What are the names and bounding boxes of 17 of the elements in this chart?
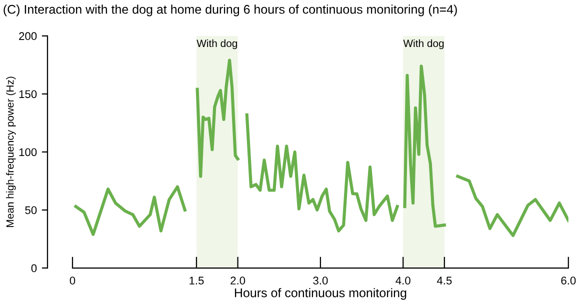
- chart-title: (C) Interaction with the dog at home during 6 hours of continuous monitoring (n=4): [4, 4, 457, 16]
- x-tick-label: 6.0: [561, 276, 576, 285]
- y-axis-title: Mean high-frequency power (Hz): [6, 76, 16, 227]
- y-tick-label: 50: [25, 206, 37, 214]
- y-tick-label: 200: [19, 32, 37, 40]
- y-tick-label: 100: [19, 148, 37, 156]
- x-axis-title: Hours of continuous monitoring: [234, 288, 406, 300]
- y-tick-label: 150: [19, 90, 37, 98]
- x-tick-label: 2.0: [230, 276, 246, 285]
- y-tick-label: 0: [31, 264, 37, 272]
- x-tick-label: 3.0: [313, 276, 328, 285]
- band-label: With dog: [196, 39, 238, 50]
- x-tick-label: 4.5: [436, 276, 452, 285]
- x-tick-label: 0: [70, 276, 76, 285]
- x-tick-label: 1.5: [190, 276, 204, 285]
- x-tick-label: 4.0: [396, 276, 410, 285]
- band-label: With dog: [403, 39, 444, 50]
